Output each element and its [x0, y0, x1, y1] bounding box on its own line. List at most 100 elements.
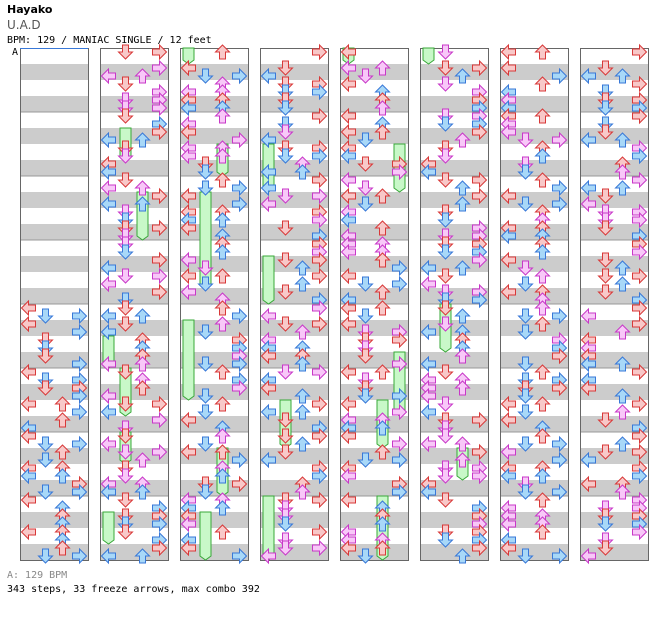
step-arrow [20, 523, 36, 541]
step-arrow [180, 411, 196, 429]
step-arrow [340, 187, 356, 205]
beat-stripe [580, 224, 648, 240]
beat-stripe [500, 416, 568, 432]
step-arrow [340, 75, 356, 93]
beat-stripe [260, 160, 328, 176]
beat-stripe [580, 416, 648, 432]
beat-stripe [100, 416, 168, 432]
step-arrow [534, 44, 551, 60]
step-arrow [312, 187, 328, 205]
step-arrow [534, 244, 551, 260]
freeze-arrow [102, 511, 115, 545]
beat-stripe [260, 416, 328, 432]
beat-stripe [420, 416, 488, 432]
step-arrow [100, 195, 116, 213]
beat-stripe [180, 384, 248, 400]
step-arrow [180, 283, 196, 301]
step-arrow [100, 547, 116, 565]
step-arrow [454, 548, 471, 564]
step-arrow [214, 244, 231, 260]
step-arrow [72, 323, 88, 341]
step-arrow [437, 268, 454, 284]
step-arrow [437, 148, 454, 164]
beat-stripe [260, 352, 328, 368]
step-arrow [500, 539, 516, 557]
step-arrow [534, 148, 551, 164]
beat-stripe [260, 96, 328, 112]
beat-stripe [340, 256, 408, 272]
step-arrow [357, 308, 374, 324]
step-arrow [374, 100, 391, 116]
beat-stripe [500, 224, 568, 240]
step-arrow [340, 315, 356, 333]
step-arrow [374, 60, 391, 76]
step-arrow [100, 387, 116, 405]
beat-stripe [180, 256, 248, 272]
step-arrow [117, 172, 134, 188]
step-arrow [580, 307, 596, 325]
beat-stripe [260, 448, 328, 464]
step-arrow [277, 316, 294, 332]
step-arrow [134, 196, 151, 212]
step-arrow [392, 435, 408, 453]
step-arrow [517, 260, 534, 276]
beat-stripe [420, 96, 488, 112]
step-arrow [134, 68, 151, 84]
step-arrow [500, 43, 516, 61]
freeze-arrow [422, 47, 435, 65]
step-arrow [312, 211, 328, 229]
step-arrow [534, 428, 551, 444]
beat-stripe [500, 96, 568, 112]
song-title: U.A.D [7, 18, 41, 32]
step-arrow [632, 523, 648, 541]
step-arrow [437, 396, 454, 412]
step-arrow [152, 515, 168, 533]
step-arrow [180, 187, 196, 205]
step-arrow [500, 123, 516, 141]
step-arrow [437, 532, 454, 548]
step-arrow [20, 467, 36, 485]
step-arrow [552, 307, 568, 325]
beat-stripe [180, 224, 248, 240]
step-arrow [260, 379, 276, 397]
step-arrow [357, 68, 374, 84]
step-arrow [277, 428, 294, 444]
step-arrow [312, 539, 328, 557]
beat-stripe [100, 96, 168, 112]
step-arrow [134, 132, 151, 148]
step-arrow [632, 107, 648, 125]
step-arrow [454, 68, 471, 84]
step-arrow [294, 164, 311, 180]
step-arrow [312, 395, 328, 413]
beat-stripe [340, 512, 408, 528]
beat-stripe [20, 448, 88, 464]
step-arrow [134, 356, 151, 372]
step-arrow [180, 443, 196, 461]
step-arrow [472, 467, 488, 485]
beat-stripe [340, 96, 408, 112]
beat-stripe [420, 448, 488, 464]
step-arrow [117, 316, 134, 332]
beat-stripe [260, 64, 328, 80]
step-arrow [632, 147, 648, 165]
step-arrow [54, 444, 71, 460]
step-arrow [117, 524, 134, 540]
step-arrow [632, 171, 648, 189]
step-arrow [597, 268, 614, 284]
step-arrow [117, 44, 134, 60]
beat-stripe [420, 480, 488, 496]
step-arrow [517, 164, 534, 180]
step-arrow [232, 547, 248, 565]
step-arrow [232, 131, 248, 149]
beat-stripe [180, 288, 248, 304]
step-arrow [180, 539, 196, 557]
beat-stripe [260, 544, 328, 560]
step-arrow [454, 260, 471, 276]
step-arrow [100, 403, 116, 421]
beat-stripe [340, 320, 408, 336]
step-arrow [312, 467, 328, 485]
step-arrow [197, 436, 214, 452]
step-arrow [277, 148, 294, 164]
step-arrow [100, 435, 116, 453]
step-arrow [214, 148, 231, 164]
